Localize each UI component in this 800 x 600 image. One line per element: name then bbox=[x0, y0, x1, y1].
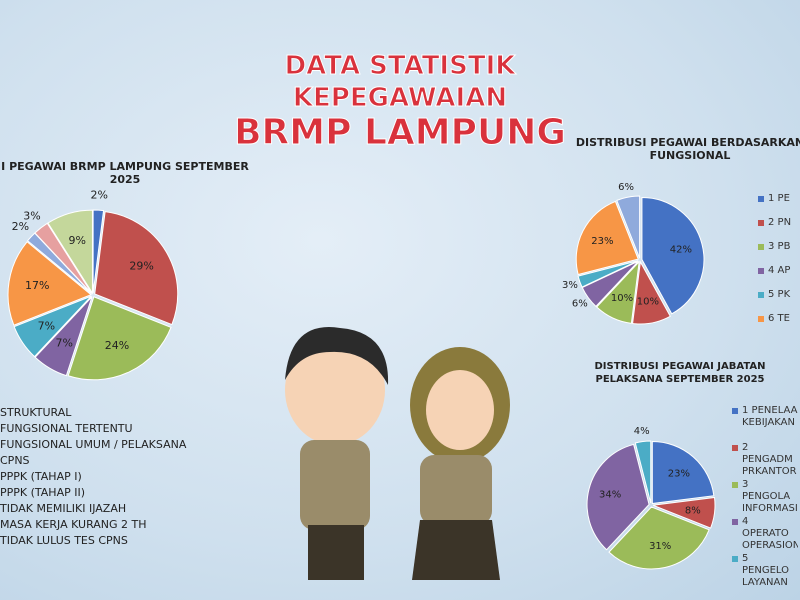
data-label: 2% bbox=[91, 189, 108, 202]
pie-slice bbox=[92, 209, 105, 294]
legend-label: 2 PENGADM PRKANTOR bbox=[742, 442, 797, 477]
pie-slice bbox=[608, 506, 710, 570]
legend-swatch bbox=[732, 482, 738, 488]
legend-label: 4 AP bbox=[768, 265, 791, 276]
data-label: 23% bbox=[668, 468, 690, 479]
data-label: 6% bbox=[618, 182, 634, 193]
legend-label: 5 PENGELO LAYANAN OPERASI bbox=[742, 553, 789, 590]
legend-label: MASA KERJA KURANG 2 TH bbox=[0, 518, 147, 531]
legend-label: 3 PENGOLA INFORMASI bbox=[742, 479, 798, 514]
legend-label: FUNGSIONAL TERTENTU bbox=[0, 422, 133, 435]
pie-slice bbox=[641, 197, 705, 315]
legend-swatch bbox=[732, 445, 738, 451]
man-head bbox=[285, 335, 385, 445]
legend-label: 2 PN bbox=[768, 217, 792, 228]
data-label: 10% bbox=[637, 296, 659, 307]
legend-label: TIDAK LULUS TES CPNS bbox=[0, 534, 128, 547]
pie-slice bbox=[634, 440, 652, 504]
data-label: 29% bbox=[129, 259, 153, 272]
legend-label: 1 PE bbox=[768, 193, 790, 204]
data-label: 24% bbox=[105, 339, 129, 352]
data-label: 31% bbox=[649, 541, 671, 552]
pie-slice bbox=[652, 496, 716, 529]
legend-label: 5 PK bbox=[768, 289, 791, 300]
woman-skirt bbox=[412, 520, 500, 580]
data-label: 10% bbox=[611, 293, 633, 304]
woman-face bbox=[426, 370, 494, 450]
legend-label: 4 OPERATO OPERASIONAL bbox=[742, 516, 798, 551]
title-line: DATA STATISTIK bbox=[285, 51, 517, 81]
legend-label: 3 PB bbox=[768, 241, 791, 252]
legend-swatch bbox=[732, 408, 738, 414]
man-hair bbox=[285, 327, 389, 385]
data-label: 8% bbox=[685, 505, 701, 516]
legend-label: PPPK (TAHAP I) bbox=[0, 470, 82, 483]
woman-shirt bbox=[420, 455, 492, 525]
data-label: 6% bbox=[572, 299, 588, 310]
legend-swatch bbox=[758, 244, 764, 250]
pie-slice bbox=[596, 260, 640, 324]
legend-swatch bbox=[758, 196, 764, 202]
data-label: 4% bbox=[634, 426, 650, 437]
pie-slice bbox=[13, 295, 92, 358]
pie-slice bbox=[581, 260, 639, 308]
legend-label: 1 PENELAA KEBIJAKAN bbox=[742, 405, 798, 428]
data-label: 7% bbox=[56, 337, 73, 350]
pie-slice bbox=[67, 296, 172, 381]
pie-slice bbox=[34, 296, 93, 377]
legend-label: PPPK (TAHAP II) bbox=[0, 486, 85, 499]
data-label: 9% bbox=[69, 234, 86, 247]
pie-slice bbox=[7, 241, 92, 326]
title-line: BRMP LAMPUNG bbox=[234, 112, 566, 153]
pie-slice bbox=[34, 222, 93, 294]
title: DATA STATISTIK KEPEGAWAIAN BRMP LAMPUNG bbox=[234, 51, 567, 154]
pie-slice bbox=[47, 209, 93, 295]
data-label: 3% bbox=[562, 280, 578, 291]
data-label: 42% bbox=[670, 245, 692, 256]
legend-label: CPNS bbox=[0, 454, 30, 467]
pie-slice bbox=[577, 260, 639, 288]
legend-label: 6 TE bbox=[768, 313, 790, 324]
pie-slice bbox=[575, 200, 639, 276]
legend-swatch bbox=[758, 292, 764, 298]
pie-slice bbox=[586, 443, 650, 551]
legend-label: TIDAK MEMILIKI IJAZAH bbox=[0, 502, 127, 515]
data-label: 2% bbox=[12, 220, 29, 233]
legend-label: FUNGSIONAL UMUM / PELAKSANA bbox=[0, 438, 187, 451]
legend-swatch bbox=[732, 556, 738, 562]
title-line: KEPEGAWAIAN bbox=[293, 83, 507, 113]
legend-swatch bbox=[758, 316, 764, 322]
data-label: 7% bbox=[38, 320, 55, 333]
chart-title: DISTRIBUSI PEGAWAI BERDASARKAN FUNGSIONA… bbox=[575, 136, 800, 162]
pie-slice bbox=[94, 211, 179, 326]
legend-label: STRUKTURAL bbox=[0, 406, 72, 419]
legend-swatch bbox=[758, 268, 764, 274]
man-pants bbox=[308, 525, 364, 580]
legend-swatch bbox=[758, 220, 764, 226]
pie-slice bbox=[651, 440, 715, 505]
man-shirt bbox=[300, 440, 370, 530]
data-label: 23% bbox=[591, 236, 613, 247]
pie-slice bbox=[632, 260, 671, 325]
data-label: 3% bbox=[23, 209, 40, 222]
chart-title: DISTRIBUSI PEGAWAI JABATAN PELAKSANA SEP… bbox=[594, 361, 766, 385]
legend-swatch bbox=[732, 519, 738, 525]
pie-slice bbox=[616, 195, 641, 259]
chart-title: I PEGAWAI BRMP LAMPUNG SEPTEMBER 2025 bbox=[1, 160, 249, 186]
data-label: 34% bbox=[599, 490, 621, 501]
data-label: 17% bbox=[25, 279, 49, 292]
illustration bbox=[285, 327, 510, 580]
